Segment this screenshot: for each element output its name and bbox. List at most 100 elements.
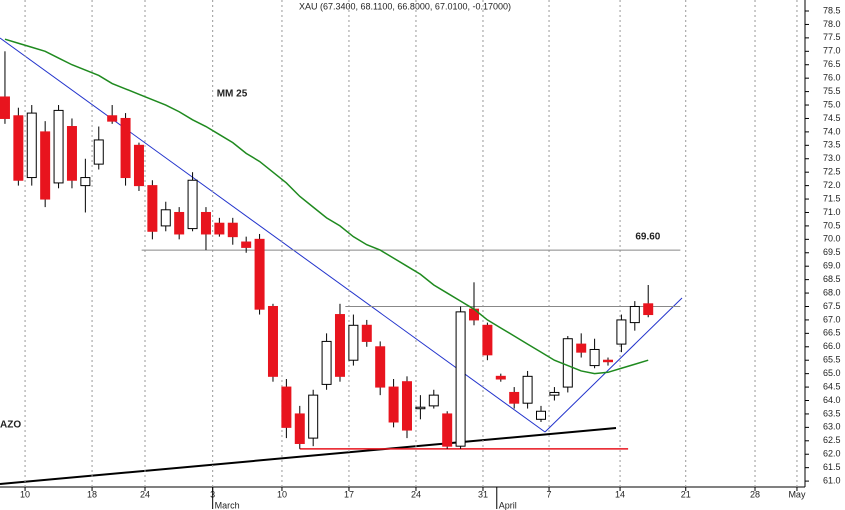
y-tick-label: 73.0 xyxy=(823,153,841,163)
candle-body xyxy=(26,112,37,179)
y-tick-label: 64.5 xyxy=(823,381,841,391)
y-tick-label: 71.5 xyxy=(823,193,841,203)
y-tick-label: 61.0 xyxy=(823,475,841,485)
candle-body xyxy=(509,391,520,404)
candle-body xyxy=(603,359,614,363)
series-label: MM 25 xyxy=(217,89,248,100)
x-tick-label: 28 xyxy=(750,489,760,499)
x-tick-label: 21 xyxy=(681,489,691,499)
x-tick-label: 14 xyxy=(615,489,625,499)
candle-body xyxy=(361,324,372,342)
candle-body xyxy=(66,126,77,181)
x-tick-label: 18 xyxy=(87,489,97,499)
x-tick-label: 24 xyxy=(140,489,150,499)
y-tick-label: 78.5 xyxy=(823,5,841,15)
candle-body xyxy=(107,115,118,122)
month-label: March xyxy=(215,500,240,510)
candle-body xyxy=(267,305,278,377)
y-tick-label: 75.0 xyxy=(823,99,841,109)
candle-body xyxy=(375,346,386,388)
candle-body xyxy=(40,131,51,200)
y-tick-label: 70.5 xyxy=(823,220,841,230)
candle-body xyxy=(187,179,198,230)
y-tick-label: 74.5 xyxy=(823,113,841,123)
x-tick-label: 7 xyxy=(547,489,552,499)
candle-body xyxy=(442,413,453,447)
x-tick-label: May xyxy=(788,489,806,499)
candle-body xyxy=(174,211,185,235)
candle-body xyxy=(415,406,426,410)
y-tick-label: 69.5 xyxy=(823,247,841,257)
candle-body xyxy=(281,386,292,428)
y-tick-label: 69.0 xyxy=(823,261,841,271)
candle-body xyxy=(308,394,319,439)
candle-body xyxy=(522,375,533,404)
y-tick-label: 63.5 xyxy=(823,408,841,418)
y-tick-label: 72.0 xyxy=(823,180,841,190)
y-tick-label: 67.0 xyxy=(823,314,841,324)
y-tick-label: 61.5 xyxy=(823,462,841,472)
candle-body xyxy=(643,303,654,316)
y-tick-label: 71.0 xyxy=(823,207,841,217)
candle-body xyxy=(348,324,359,361)
candle-body xyxy=(147,185,158,232)
candle-body xyxy=(227,222,238,238)
y-tick-label: 62.5 xyxy=(823,435,841,445)
candle-body xyxy=(93,139,104,165)
support-line xyxy=(0,427,617,485)
month-label: April xyxy=(499,500,517,510)
y-tick-label: 76.5 xyxy=(823,59,841,69)
y-tick-label: 77.5 xyxy=(823,32,841,42)
y-tick-label: 65.5 xyxy=(823,355,841,365)
x-tick-label: 10 xyxy=(20,489,30,499)
candle-body xyxy=(214,222,225,235)
x-tick-label: 10 xyxy=(277,489,287,499)
trend-line xyxy=(0,37,546,433)
y-tick-label: 66.0 xyxy=(823,341,841,351)
level-label: 69.60 xyxy=(635,232,660,243)
y-tick-label: 67.5 xyxy=(823,301,841,311)
candle-body xyxy=(334,314,345,377)
candle-body xyxy=(495,375,506,380)
candle-body xyxy=(254,238,265,310)
candle-body xyxy=(401,381,412,431)
y-tick-label: 70.0 xyxy=(823,234,841,244)
y-tick-label: 66.5 xyxy=(823,328,841,338)
y-tick-label: 68.5 xyxy=(823,274,841,284)
candle-body xyxy=(13,115,24,181)
candle-body xyxy=(388,386,399,423)
candle-body xyxy=(53,109,64,184)
y-tick-label: 63.0 xyxy=(823,422,841,432)
y-tick-label: 74.0 xyxy=(823,126,841,136)
candle-body xyxy=(616,319,627,345)
candle-body xyxy=(576,343,587,353)
candle-body xyxy=(589,348,600,367)
candle-body xyxy=(80,177,91,187)
candle-body xyxy=(160,209,171,227)
y-tick-label: 73.5 xyxy=(823,140,841,150)
x-tick-label: 31 xyxy=(478,489,488,499)
moving-average xyxy=(4,38,649,375)
candle-body xyxy=(294,413,305,444)
annotation: AZO xyxy=(0,420,21,431)
candle-body xyxy=(0,96,10,119)
y-tick-label: 64.0 xyxy=(823,395,841,405)
y-tick-label: 75.5 xyxy=(823,86,841,96)
candle-body xyxy=(241,241,252,248)
candle-body xyxy=(120,117,131,179)
y-tick-label: 65.0 xyxy=(823,368,841,378)
candle-body xyxy=(321,340,332,385)
candle-body xyxy=(629,305,640,324)
y-tick-label: 77.0 xyxy=(823,46,841,56)
candle-body xyxy=(133,144,144,187)
candle-body xyxy=(535,410,546,420)
chart-title: XAU (67.3400, 68.1100, 66.8000, 67.0100,… xyxy=(299,1,511,11)
candle-body xyxy=(455,311,466,447)
y-tick-label: 78.0 xyxy=(823,19,841,29)
candle-body xyxy=(549,391,560,396)
y-tick-label: 62.0 xyxy=(823,449,841,459)
y-tick-label: 76.0 xyxy=(823,73,841,83)
candle-body xyxy=(200,211,211,235)
x-tick-label: 17 xyxy=(344,489,354,499)
